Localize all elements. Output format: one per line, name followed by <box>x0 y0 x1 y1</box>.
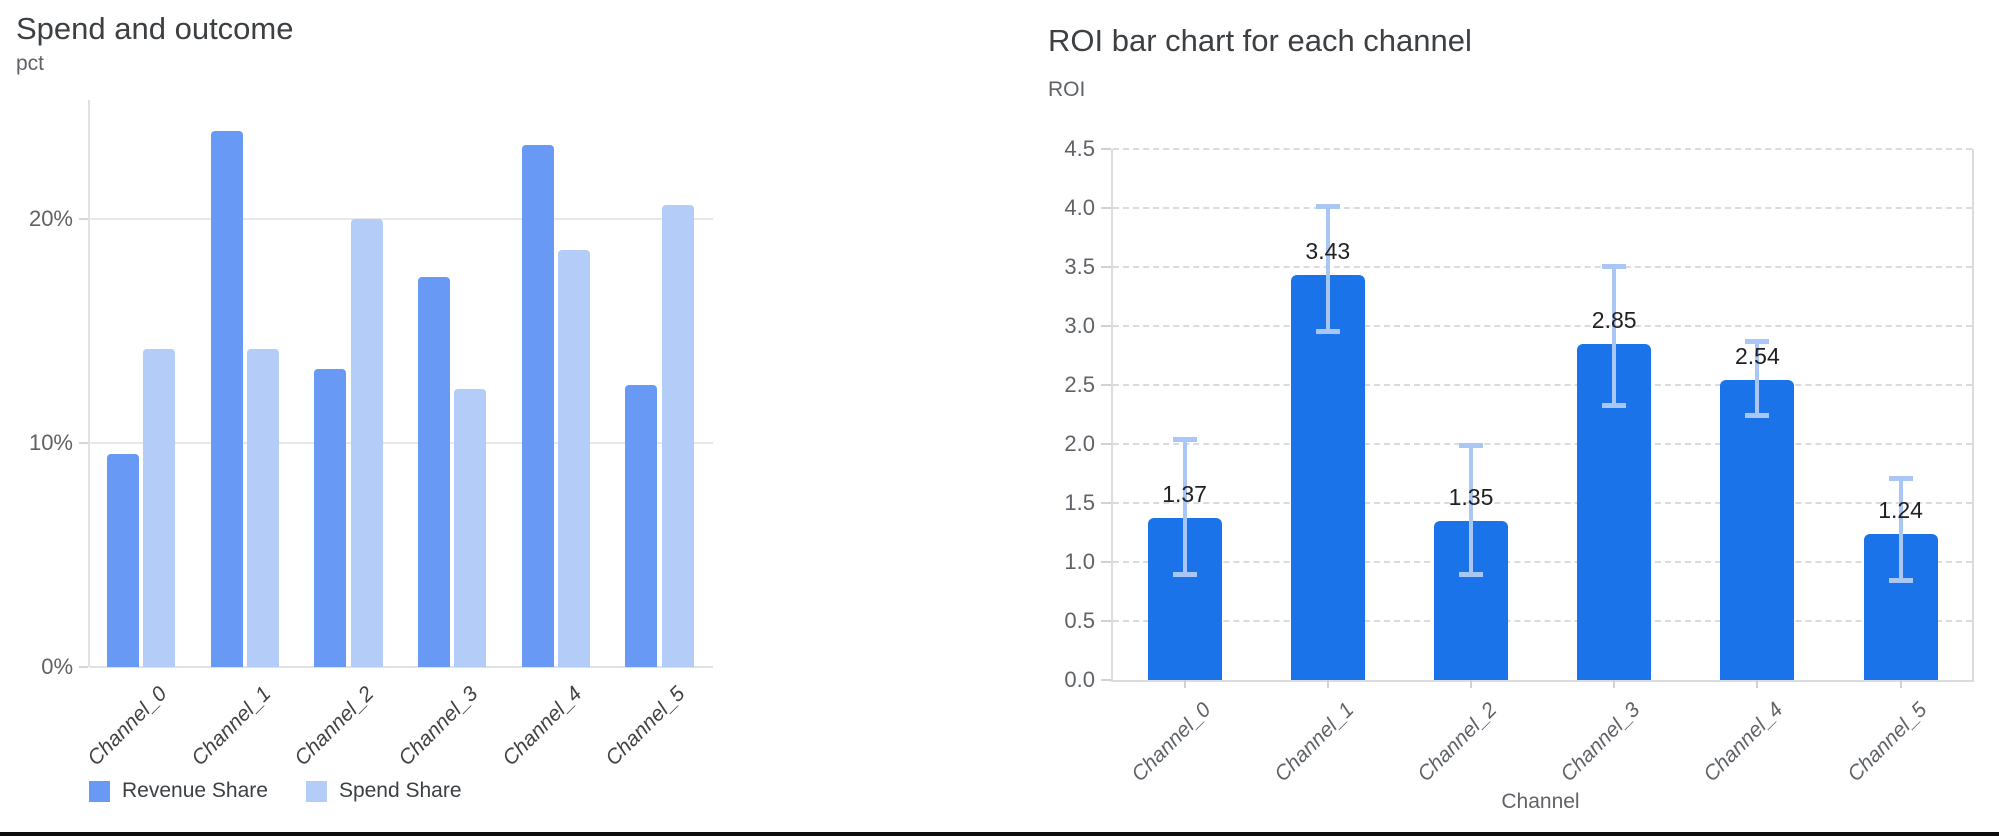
bar-value-label-channel-5: 1.24 <box>1878 497 1923 523</box>
bar-revenue-share-channel-0[interactable] <box>107 454 139 667</box>
bar-spend-share-channel-2[interactable] <box>351 219 383 667</box>
gridline-10- <box>90 441 713 444</box>
bar-value-label-channel-3: 2.85 <box>1591 307 1637 333</box>
spend-y-axis-unit: pct <box>16 52 45 75</box>
y-tick-mark <box>1101 502 1111 504</box>
x-tick-mark-channel-5 <box>1899 680 1902 688</box>
y-tick-mark <box>1101 443 1111 445</box>
gridline-2.0 <box>1113 443 1972 445</box>
y-tick-mark <box>79 217 88 220</box>
bar-revenue-share-channel-4[interactable] <box>522 145 554 667</box>
y-tick-mark <box>1101 620 1111 622</box>
y-tick-label: 3.5 <box>1064 254 1095 279</box>
error-bar-line-channel-4 <box>1755 341 1760 416</box>
error-bar-cap-bottom-channel-3 <box>1602 403 1627 409</box>
bar-spend-share-channel-3[interactable] <box>454 389 486 667</box>
y-tick-label: 0% <box>41 654 73 679</box>
bar-value-label-channel-0: 1.37 <box>1162 481 1207 507</box>
legend-swatch-revenue-share <box>89 780 110 802</box>
y-tick-mark <box>1101 561 1111 563</box>
gridline-2.5 <box>1113 384 1972 386</box>
error-bar-line-channel-3 <box>1612 265 1617 407</box>
gridline-4.0 <box>1113 207 1972 209</box>
y-tick-mark <box>1101 266 1111 268</box>
legend-label: Revenue Share <box>122 779 268 802</box>
y-tick-label: 1.5 <box>1064 490 1095 515</box>
y-tick-mark <box>1101 148 1111 150</box>
y-tick-label: 0.5 <box>1064 608 1095 633</box>
y-tick-mark <box>79 666 88 668</box>
error-bar-line-channel-2 <box>1469 445 1473 575</box>
bottom-divider <box>0 832 1999 836</box>
x-tick-mark-channel-2 <box>1470 680 1472 688</box>
error-bar-cap-top-channel-4 <box>1745 339 1770 345</box>
y-tick-label: 0.0 <box>1064 667 1095 692</box>
bar-roi-channel-1[interactable] <box>1291 275 1365 680</box>
gridline-20- <box>90 217 713 220</box>
y-tick-mark <box>1101 207 1111 209</box>
legend-label: Spend Share <box>338 779 462 802</box>
y-tick-mark <box>79 441 88 444</box>
bar-spend-share-channel-1[interactable] <box>247 349 279 667</box>
spend-legend: Revenue Share Spend Share <box>89 779 462 803</box>
y-tick-label: 2.5 <box>1064 372 1095 397</box>
error-bar-cap-bottom-channel-2 <box>1459 571 1483 577</box>
bar-spend-share-channel-0[interactable] <box>143 349 175 667</box>
legend-swatch-spend-share <box>305 780 327 802</box>
bar-revenue-share-channel-5[interactable] <box>625 385 657 667</box>
x-tick-mark-channel-3 <box>1613 680 1616 688</box>
x-tick-mark-channel-1 <box>1326 680 1329 688</box>
y-tick-mark <box>1101 325 1111 327</box>
legend-item-spend-share[interactable]: Spend Share <box>305 779 462 803</box>
bar-revenue-share-channel-2[interactable] <box>314 369 346 667</box>
bar-value-label-channel-1: 3.43 <box>1305 238 1351 264</box>
bar-roi-channel-4[interactable] <box>1720 380 1794 680</box>
error-bar-cap-bottom-channel-1 <box>1315 328 1340 334</box>
legend-item-revenue-share[interactable]: Revenue Share <box>89 779 268 803</box>
y-tick-mark <box>1101 384 1111 386</box>
bar-spend-share-channel-4[interactable] <box>558 250 590 667</box>
roi-y-axis-unit: ROI <box>1048 78 1086 101</box>
error-bar-cap-bottom-channel-0 <box>1172 571 1197 577</box>
error-bar-cap-bottom-channel-5 <box>1888 577 1913 583</box>
error-bar-cap-top-channel-2 <box>1459 443 1483 449</box>
x-tick-mark-channel-0 <box>1183 680 1186 688</box>
y-tick-label: 4.5 <box>1064 136 1095 161</box>
bar-revenue-share-channel-3[interactable] <box>418 277 450 667</box>
error-bar-cap-top-channel-5 <box>1888 476 1913 482</box>
roi-chart-title: ROI bar chart for each channel <box>1048 23 1472 58</box>
error-bar-cap-top-channel-1 <box>1315 203 1340 209</box>
y-tick-label: 1.0 <box>1064 549 1095 574</box>
error-bar-cap-bottom-channel-4 <box>1745 412 1770 418</box>
roi-plot-area: 0.0 0.5 1.0 1.5 2.0 2.5 3.0 3.5 4.0 4.5 1.37 Channe… <box>1064 136 1974 786</box>
bar-value-label-channel-2: 1.35 <box>1448 484 1494 510</box>
y-tick-label: 3.0 <box>1064 313 1095 338</box>
spend-plot-area: 0% 10% 20% Channel_0 Channel_1 Channel_2 Chann… <box>29 100 713 770</box>
gridline-3.0 <box>1113 325 1972 327</box>
gridline-3.5 <box>1113 266 1972 268</box>
gridline-4.5 <box>1113 148 1972 150</box>
gridline-1.0 <box>1113 561 1972 563</box>
bar-spend-share-channel-5[interactable] <box>662 205 694 667</box>
spend-chart-title: Spend and outcome <box>16 11 294 46</box>
error-bar-cap-top-channel-3 <box>1602 263 1627 269</box>
y-tick-mark <box>1101 679 1111 681</box>
y-tick-label: 4.0 <box>1064 195 1095 220</box>
bar-revenue-share-channel-1[interactable] <box>211 131 243 667</box>
roi-x-axis-title: Channel <box>1501 790 1580 813</box>
gridline-0.5 <box>1113 620 1972 622</box>
gridline-1.5 <box>1113 502 1972 504</box>
bar-value-label-channel-4: 2.54 <box>1735 343 1780 369</box>
x-tick-mark-channel-4 <box>1756 680 1759 688</box>
y-tick-label: 2.0 <box>1064 431 1095 456</box>
error-bar-line-channel-0 <box>1182 439 1187 575</box>
gridline-0- <box>90 666 713 668</box>
error-bar-cap-top-channel-0 <box>1172 437 1197 443</box>
error-bar-line-channel-1 <box>1325 205 1330 332</box>
error-bar-line-channel-5 <box>1898 478 1903 581</box>
y-tick-label: 20% <box>28 205 73 231</box>
y-tick-label: 10% <box>28 429 73 455</box>
